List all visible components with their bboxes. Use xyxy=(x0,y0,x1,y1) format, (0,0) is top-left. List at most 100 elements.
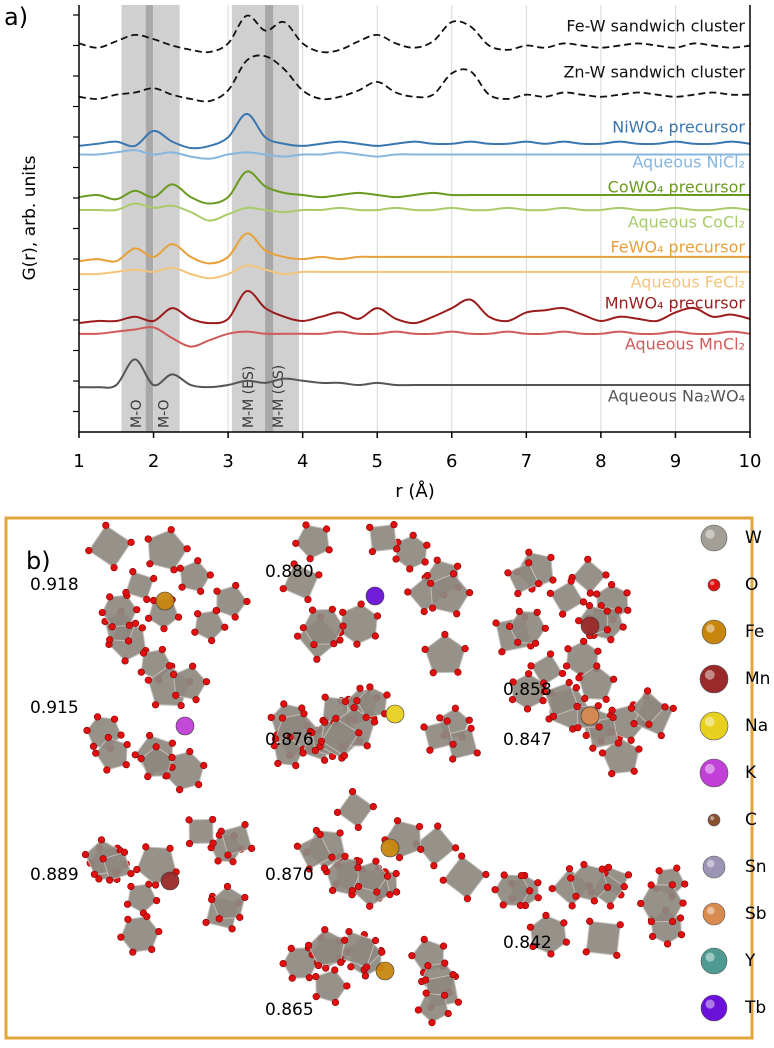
oxygen-atom xyxy=(172,691,180,699)
element-swatch xyxy=(700,524,728,552)
polyhedron xyxy=(369,524,398,553)
oxygen-atom xyxy=(85,547,93,555)
similarity-score: 0.880 xyxy=(265,562,314,582)
oxygen-atom xyxy=(504,569,512,577)
oxygen-atom xyxy=(444,1009,452,1018)
oxygen-atom xyxy=(568,902,576,910)
oxygen-atom xyxy=(608,706,616,714)
oxygen-atom xyxy=(106,593,114,601)
similarity-score: 0.918 xyxy=(30,575,79,595)
oxygen-atom xyxy=(420,723,428,731)
oxygen-atom xyxy=(370,718,379,726)
oxygen-atom xyxy=(163,772,171,780)
oxygen-atom xyxy=(144,614,153,622)
oxygen-atom xyxy=(420,935,428,943)
oxygen-atom xyxy=(167,526,175,534)
axis-frame xyxy=(78,5,751,433)
oxygen-atom xyxy=(308,606,317,614)
structure xyxy=(508,662,677,778)
curve xyxy=(78,170,750,205)
oxygen-atom xyxy=(415,822,424,831)
oxygen-atom xyxy=(525,559,533,567)
oxygen-atom xyxy=(603,607,611,615)
oxygen-atom xyxy=(92,749,100,757)
oxygen-atom xyxy=(669,704,677,712)
oxygen-atom xyxy=(603,883,612,891)
oxygen-atom xyxy=(341,936,349,944)
oxygen-atom xyxy=(333,808,342,816)
element-swatch xyxy=(707,813,721,827)
oxygen-atom xyxy=(355,729,363,737)
oxygen-atom xyxy=(150,574,158,583)
legend-entry: Aqueous NiCl₂ xyxy=(632,153,745,172)
oxygen-atom xyxy=(514,589,522,598)
element-swatch xyxy=(700,994,728,1022)
oxygen-atom xyxy=(98,608,106,617)
oxygen-atom xyxy=(278,714,287,722)
x-tick-label: 7 xyxy=(521,451,532,472)
oxygen-atom xyxy=(458,852,466,860)
polyhedron xyxy=(336,790,375,829)
oxygen-atom xyxy=(202,918,210,927)
oxygen-atom xyxy=(139,649,148,657)
oxygen-atom xyxy=(525,670,533,678)
oxygen-atom xyxy=(148,945,156,953)
element-label: Mn xyxy=(745,669,770,689)
oxygen-atom xyxy=(123,740,131,749)
oxygen-atom xyxy=(195,780,203,789)
oxygen-atom xyxy=(668,881,676,889)
oxygen-atom xyxy=(436,714,444,722)
oxygen-atom xyxy=(575,674,583,682)
oxygen-atom xyxy=(613,951,621,959)
oxygen-atom xyxy=(661,703,669,711)
oxygen-atom xyxy=(288,974,296,982)
element-label: O xyxy=(745,575,758,595)
oxygen-atom xyxy=(321,693,329,701)
similarity-score: 0.876 xyxy=(265,730,314,750)
oxygen-atom xyxy=(372,857,380,865)
polyhedron xyxy=(430,573,471,615)
oxygen-atom xyxy=(386,891,394,899)
oxygen-atom xyxy=(424,962,432,970)
oxygen-atom xyxy=(439,942,448,950)
element-label: Sb xyxy=(745,904,767,924)
oxygen-atom xyxy=(293,632,302,640)
oxygen-atom xyxy=(354,863,362,872)
oxygen-atom xyxy=(409,531,417,539)
oxygen-atom xyxy=(271,735,280,743)
oxygen-atom xyxy=(586,917,594,925)
oxygen-atom xyxy=(590,897,598,905)
oxygen-atom xyxy=(241,893,249,902)
oxygen-atom xyxy=(608,770,616,778)
oxygen-atom xyxy=(209,815,217,824)
oxygen-atom xyxy=(610,675,618,683)
oxygen-atom xyxy=(121,657,129,665)
oxygen-atom xyxy=(330,640,338,648)
oxygen-atom xyxy=(614,739,622,747)
region-line xyxy=(265,5,274,432)
oxygen-atom xyxy=(336,636,344,644)
oxygen-atom xyxy=(224,851,232,859)
oxygen-atom xyxy=(492,619,500,627)
oxygen-atom xyxy=(293,842,301,850)
oxygen-atom xyxy=(589,744,597,752)
oxygen-atom xyxy=(153,897,161,905)
oxygen-atom xyxy=(97,836,106,844)
oxygen-atom xyxy=(449,740,457,748)
polyhedron xyxy=(549,580,585,615)
oxygen-atom xyxy=(117,933,125,941)
oxygen-atom xyxy=(328,886,337,895)
element-swatch xyxy=(702,855,726,879)
oxygen-atom xyxy=(547,950,555,958)
oxygen-atom xyxy=(348,787,357,796)
oxygen-atom xyxy=(423,571,431,580)
element-label: Na xyxy=(745,716,768,736)
oxygen-atom xyxy=(647,881,655,889)
oxygen-atom xyxy=(417,845,425,853)
oxygen-atom xyxy=(160,625,168,633)
element-swatch xyxy=(699,664,729,694)
oxygen-atom xyxy=(499,901,507,909)
oxygen-atom xyxy=(292,761,300,770)
curve xyxy=(78,290,751,325)
oxygen-atom xyxy=(312,993,320,1001)
